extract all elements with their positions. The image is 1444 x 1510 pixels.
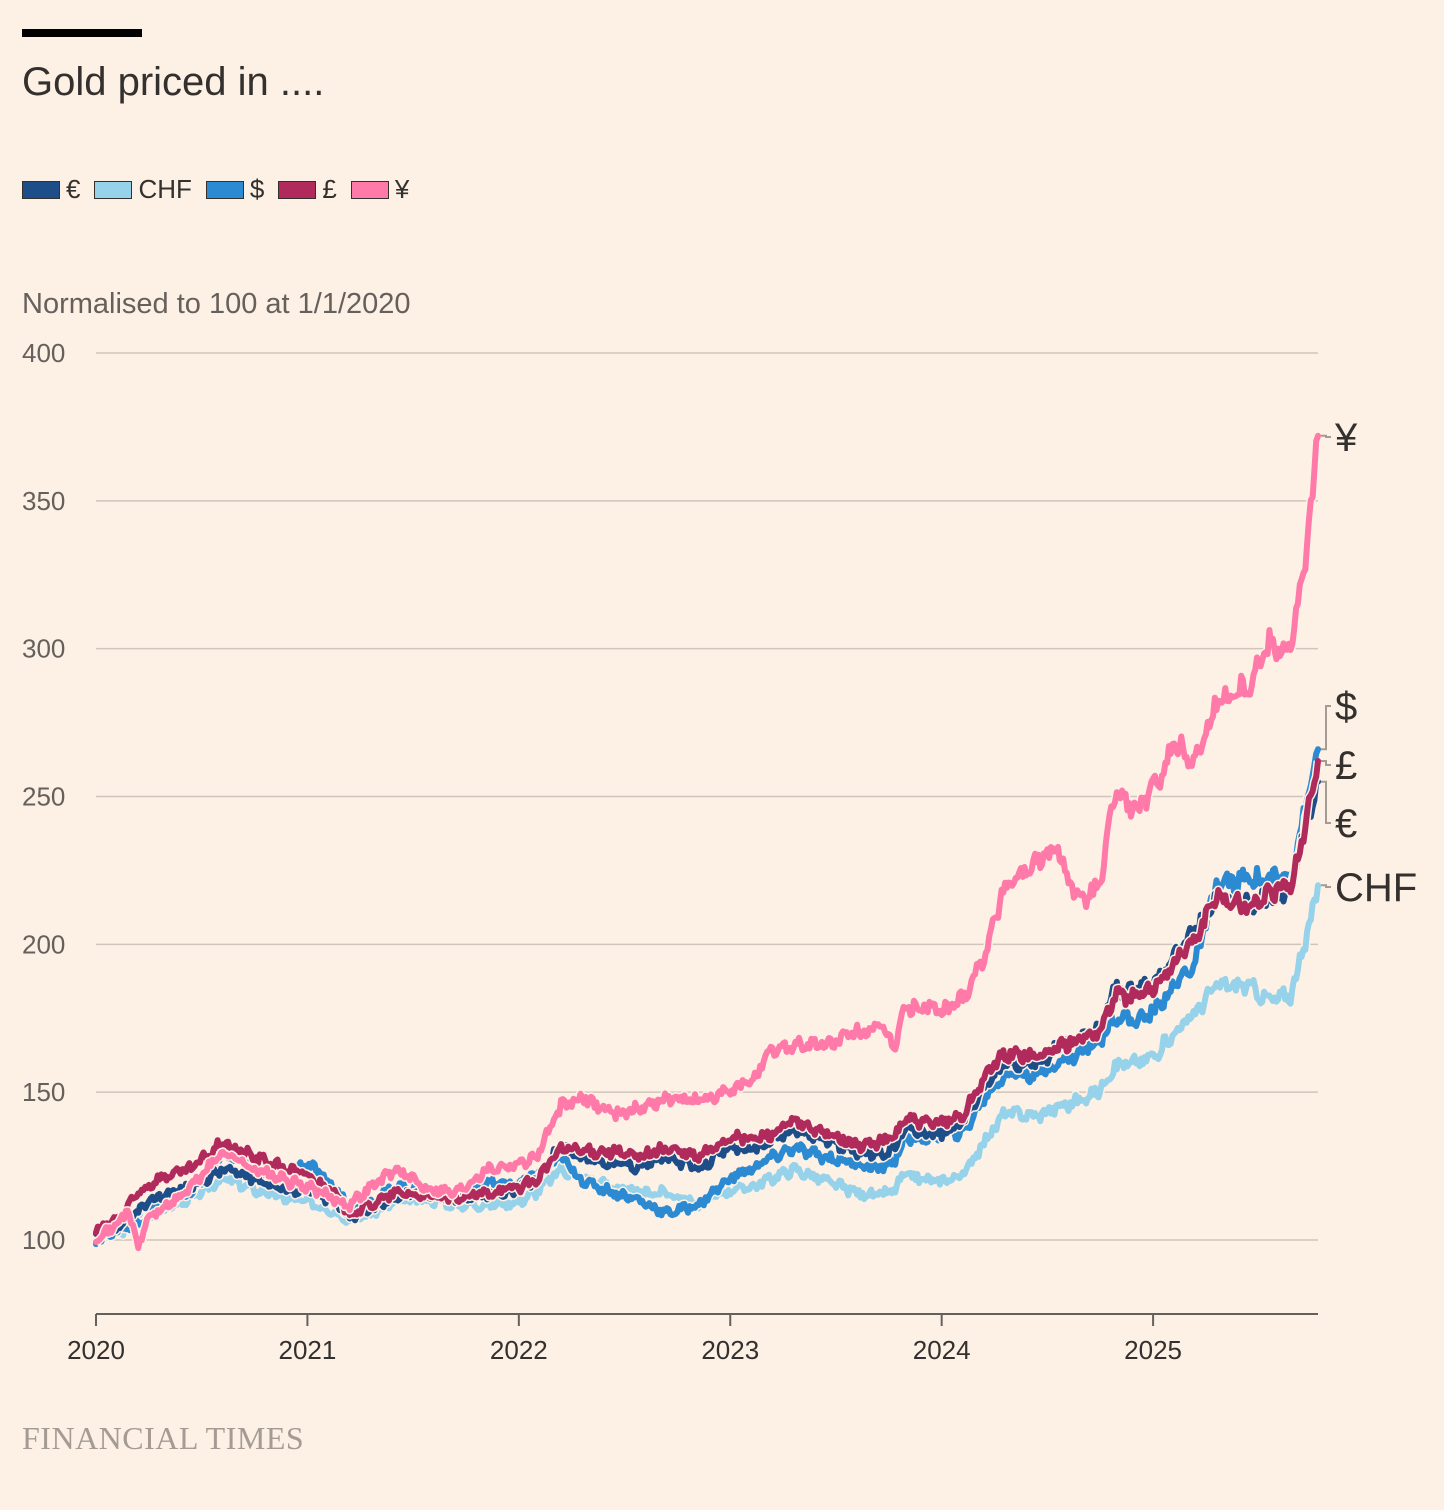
legend-label: ¥ [394, 174, 410, 204]
y-tick-label: 400 [22, 338, 65, 368]
x-tick-label: 2021 [278, 1335, 336, 1365]
legend-item: £ [278, 174, 337, 205]
legend: € CHF $ £ ¥ [22, 174, 409, 205]
x-tick-label: 2025 [1124, 1335, 1182, 1365]
legend-swatch [350, 180, 389, 199]
legend-item: ¥ [350, 174, 410, 205]
series-end-label: € [1335, 802, 1357, 846]
y-tick-label: 150 [22, 1077, 65, 1107]
series-end-label: $ [1335, 685, 1357, 729]
x-tick-label: 2024 [913, 1335, 971, 1365]
legend-item: € [22, 174, 80, 205]
legend-label: CHF [138, 174, 192, 204]
x-tick-label: 2023 [701, 1335, 759, 1365]
legend-label: £ [322, 174, 337, 204]
y-tick-label: 250 [22, 782, 65, 812]
y-tick-label: 200 [22, 929, 65, 959]
series-line [93, 432, 1321, 1252]
source-label: FINANCIAL TIMES [22, 1420, 305, 1456]
legend-swatch [278, 180, 317, 199]
chart-subtitle: Normalised to 100 at 1/1/2020 [22, 288, 411, 320]
y-tick-label: 300 [22, 634, 65, 664]
legend-item: $ [205, 174, 265, 205]
series-outline [93, 434, 1323, 1253]
y-tick-label: 350 [22, 486, 65, 516]
series-end-label: CHF [1335, 866, 1417, 910]
end-label-connector [1321, 760, 1331, 766]
end-label-connector [1321, 434, 1331, 438]
y-tick-label: 100 [22, 1225, 65, 1255]
chart-title: Gold priced in .... [22, 60, 325, 104]
legend-swatch [94, 180, 133, 199]
x-tick-label: 2022 [490, 1335, 548, 1365]
line-chart: 100 150 200 250 300 350 400 2020 2021 2022 2023 202… [22, 338, 1417, 1365]
legend-swatch [22, 180, 60, 199]
series-end-label: £ [1335, 744, 1357, 788]
legend-item: CHF [94, 174, 192, 205]
series-line [93, 746, 1321, 1248]
series-line [93, 758, 1321, 1236]
x-tick-label: 2020 [67, 1335, 125, 1365]
legend-swatch [205, 180, 244, 199]
end-label-connector [1321, 705, 1331, 751]
end-label-connector [1321, 884, 1331, 888]
top-rule [22, 29, 142, 37]
legend-label: € [66, 174, 81, 204]
series-end-label: ¥ [1334, 416, 1358, 460]
end-label-connector [1321, 780, 1331, 824]
legend-label: $ [249, 174, 265, 204]
